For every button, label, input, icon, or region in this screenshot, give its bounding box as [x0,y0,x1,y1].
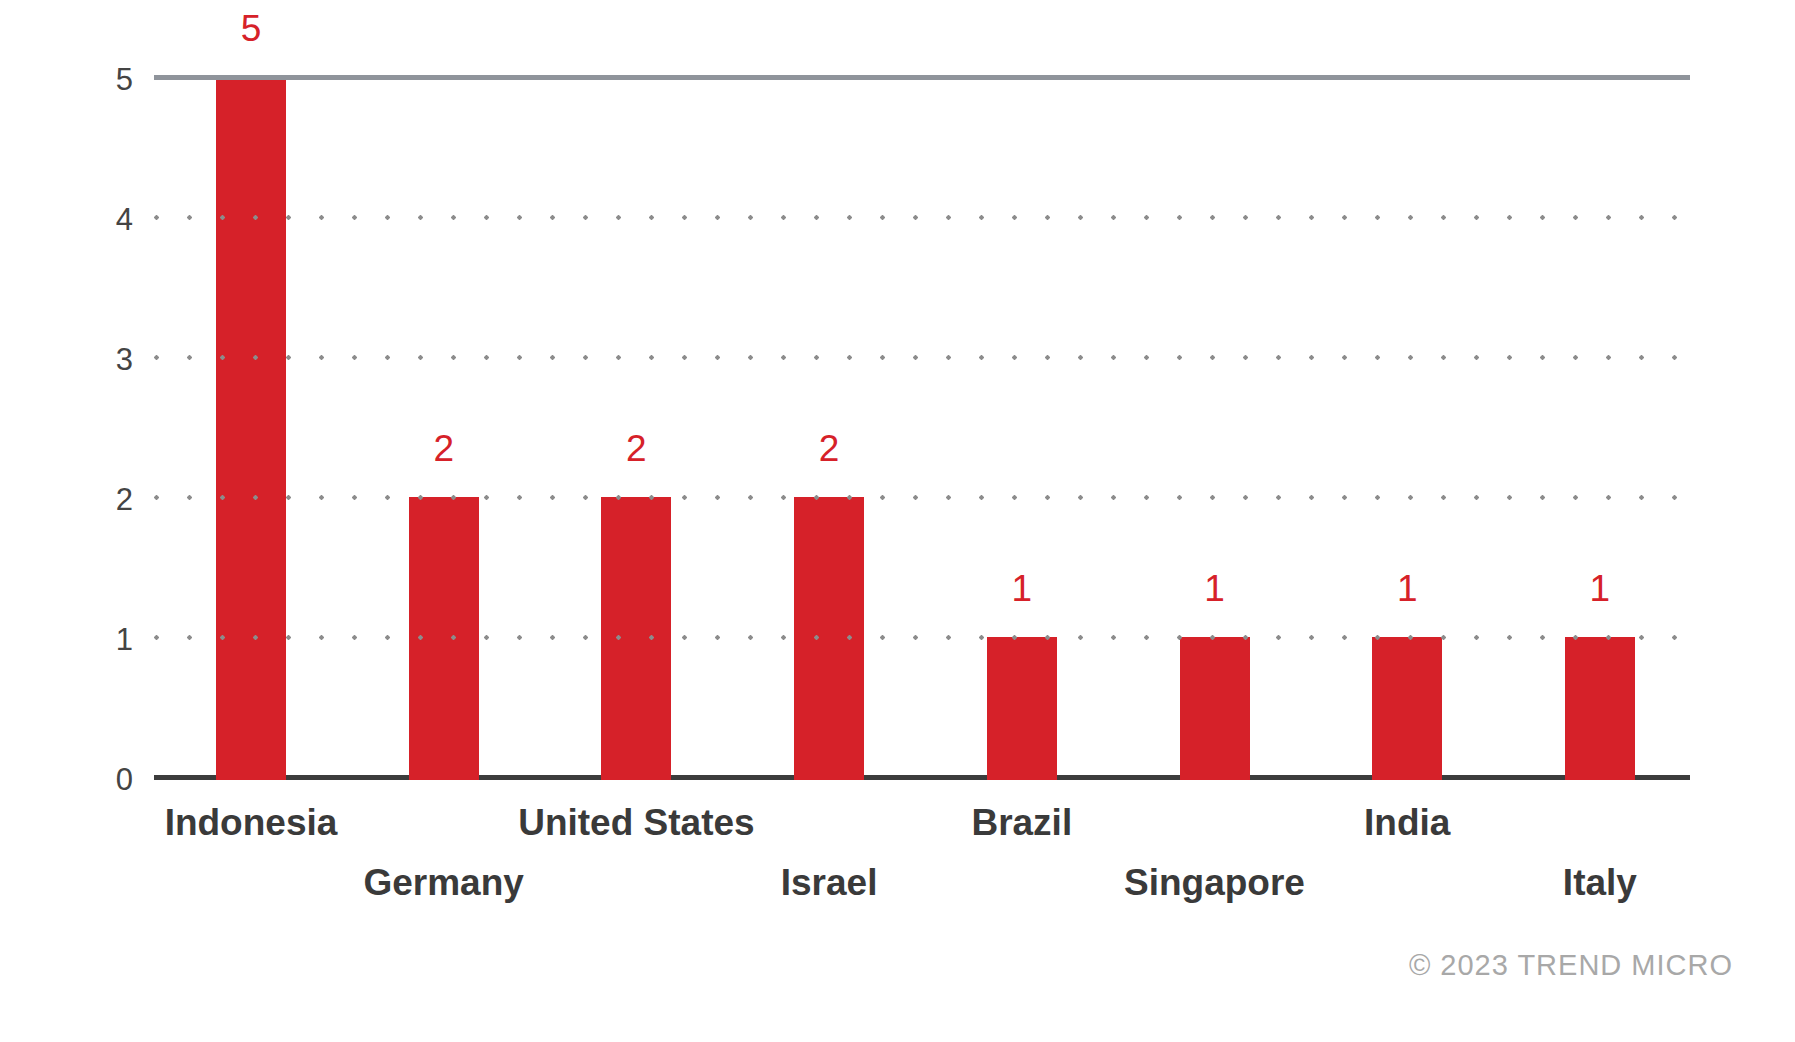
bar-value-label: 1 [1155,570,1275,607]
y-axis-tick-label: 1 [73,624,133,655]
x-axis-category-label: Indonesia [101,804,401,842]
gridline-dotted [154,215,1690,220]
bar-value-label: 1 [1540,570,1660,607]
bar-value-label: 5 [191,10,311,47]
x-axis-category-label: Italy [1450,864,1750,902]
x-axis-category-label: Brazil [872,804,1172,842]
bar-value-label: 2 [384,430,504,467]
bar [1565,637,1635,780]
y-axis-tick-label: 3 [73,344,133,375]
gridline-dotted [154,495,1690,500]
x-axis-category-label: India [1257,804,1557,842]
bar-value-label: 2 [769,430,889,467]
bar [216,77,286,780]
x-axis-category-label: Singapore [1065,864,1365,902]
x-axis-category-label: Germany [294,864,594,902]
bar-value-label: 1 [1347,570,1467,607]
y-axis-tick-label: 4 [73,204,133,235]
y-axis-tick-label: 2 [73,484,133,515]
y-axis-tick-label: 0 [73,764,133,795]
y-axis-tick-label: 5 [73,64,133,95]
x-axis-category-label: Israel [679,864,979,902]
bar-value-label: 2 [576,430,696,467]
gridline-solid [154,75,1690,80]
bar-value-label: 1 [962,570,1082,607]
x-axis-line [154,775,1690,780]
bar [1180,637,1250,780]
bar-chart: 0 1 2 3 4 5 5 Indonesia 2 Germany 2 United States 2 I… [0,0,1795,1042]
x-axis-category-label: United States [486,804,786,842]
gridline-dotted [154,635,1690,640]
copyright-watermark: © 2023 TREND MICRO [1409,950,1733,980]
bar [987,637,1057,780]
bar [1372,637,1442,780]
plot-area: 0 1 2 3 4 5 5 Indonesia 2 Germany 2 United States 2 I… [0,0,1795,1042]
gridline-dotted [154,355,1690,360]
